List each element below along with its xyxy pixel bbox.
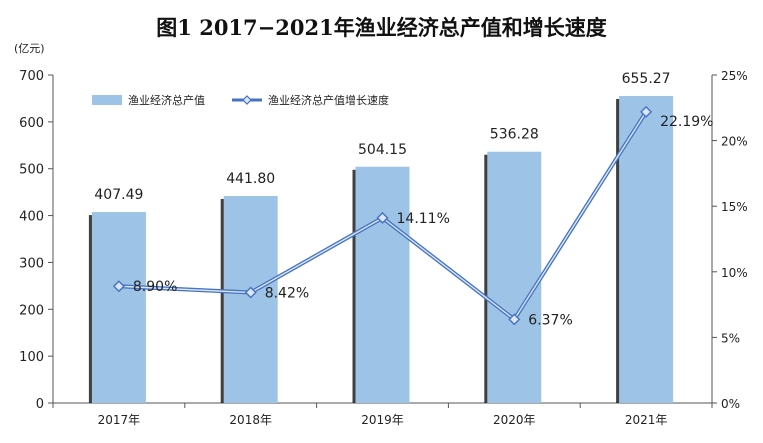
- growth-value-label: 14.11%: [397, 211, 450, 227]
- y-right-tick-label: 5%: [721, 331, 740, 345]
- bar-value-label: 441.80: [226, 171, 275, 187]
- growth-value-label: 8.42%: [265, 286, 309, 302]
- bar: [619, 95, 674, 403]
- growth-value-label: 6.37%: [528, 312, 572, 328]
- bar-value-label: 504.15: [358, 142, 407, 158]
- bar: [91, 212, 146, 403]
- y-left-tick-label: 100: [19, 350, 44, 365]
- x-tick-label: 2017年: [98, 413, 141, 427]
- y-left-tick-label: 400: [19, 210, 44, 225]
- bar: [355, 166, 410, 403]
- y-left-tick-label: 0: [36, 397, 44, 412]
- x-tick-label: 2018年: [229, 413, 272, 427]
- y-left-tick-label: 500: [19, 163, 44, 178]
- x-tick-label: 2020年: [493, 413, 536, 427]
- y-right-tick-label: 0%: [721, 397, 740, 411]
- growth-value-label: 22.19%: [660, 114, 713, 130]
- bar: [487, 151, 542, 403]
- growth-point: [112, 280, 125, 293]
- y-left-tick-label: 300: [19, 256, 44, 271]
- y-right-tick-label: 15%: [721, 200, 748, 214]
- legend-bar-swatch: [92, 95, 122, 105]
- chart-title: 图1 2017−2021年渔业经济总产值和增长速度: [156, 15, 607, 40]
- legend-line-marker: [242, 95, 252, 105]
- growth-point: [508, 313, 521, 326]
- bar-value-label: 536.28: [490, 127, 539, 143]
- legend-bar-label: 渔业经济总产值: [128, 93, 205, 107]
- y-axis-unit-label: (亿元): [14, 42, 45, 55]
- growth-point: [640, 105, 653, 118]
- legend-line-label: 渔业经济总产值增长速度: [268, 93, 389, 107]
- x-tick-label: 2021年: [625, 413, 668, 427]
- growth-point: [244, 286, 257, 299]
- y-left-tick-label: 600: [19, 116, 44, 131]
- bar-value-label: 655.27: [622, 71, 671, 87]
- y-right-tick-label: 10%: [721, 266, 748, 280]
- x-tick-label: 2019年: [361, 413, 404, 427]
- y-left-tick-label: 200: [19, 303, 44, 318]
- growth-value-label: 8.90%: [133, 279, 177, 295]
- y-right-tick-label: 25%: [721, 69, 748, 83]
- growth-point: [376, 211, 389, 224]
- y-left-tick-label: 700: [19, 69, 44, 84]
- y-right-tick-label: 20%: [721, 135, 748, 149]
- bar: [223, 195, 278, 403]
- bar-value-label: 407.49: [94, 187, 143, 203]
